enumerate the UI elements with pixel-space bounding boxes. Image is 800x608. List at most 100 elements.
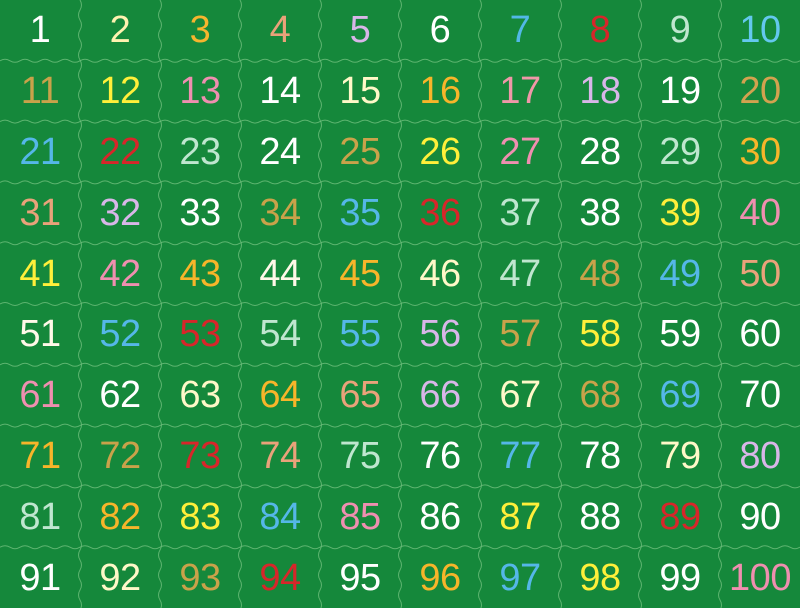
number-tile-57: 57 (480, 304, 560, 365)
number-tile-20: 20 (720, 61, 800, 122)
number-tile-17: 17 (480, 61, 560, 122)
number-label: 57 (499, 313, 541, 356)
number-tile-8: 8 (560, 0, 640, 61)
number-label: 71 (19, 434, 61, 477)
number-tile-67: 67 (480, 365, 560, 426)
number-tile-71: 71 (0, 426, 80, 487)
number-label: 47 (499, 252, 541, 295)
number-label: 38 (579, 191, 621, 234)
number-tile-46: 46 (400, 243, 480, 304)
number-label: 97 (499, 556, 541, 599)
number-tile-59: 59 (640, 304, 720, 365)
number-tile-9: 9 (640, 0, 720, 61)
number-tile-76: 76 (400, 426, 480, 487)
number-label: 21 (19, 130, 61, 173)
number-label: 90 (739, 495, 781, 538)
number-label: 45 (339, 252, 381, 295)
number-tile-14: 14 (240, 61, 320, 122)
number-tile-29: 29 (640, 122, 720, 183)
number-label: 11 (20, 70, 60, 113)
number-label: 87 (499, 495, 541, 538)
number-label: 9 (669, 9, 691, 52)
number-label: 5 (349, 9, 371, 52)
number-label: 74 (259, 434, 301, 477)
number-label: 10 (739, 9, 781, 52)
number-label: 7 (509, 9, 531, 52)
number-label: 60 (739, 313, 781, 356)
number-tile-49: 49 (640, 243, 720, 304)
number-tile-63: 63 (160, 365, 240, 426)
number-label: 55 (339, 313, 381, 356)
number-label: 48 (579, 252, 621, 295)
number-label: 81 (19, 495, 61, 538)
number-label: 34 (259, 191, 301, 234)
number-tile-25: 25 (320, 122, 400, 183)
number-label: 82 (99, 495, 141, 538)
number-tile-28: 28 (560, 122, 640, 183)
number-label: 25 (339, 130, 381, 173)
number-tile-53: 53 (160, 304, 240, 365)
number-label: 61 (19, 374, 61, 417)
number-tile-1: 1 (0, 0, 80, 61)
number-tile-11: 11 (0, 61, 80, 122)
number-tile-64: 64 (240, 365, 320, 426)
number-tile-48: 48 (560, 243, 640, 304)
number-label: 93 (179, 556, 221, 599)
number-tile-32: 32 (80, 182, 160, 243)
number-tile-30: 30 (720, 122, 800, 183)
number-tile-34: 34 (240, 182, 320, 243)
number-label: 43 (179, 252, 221, 295)
number-label: 68 (579, 374, 621, 417)
number-label: 17 (499, 70, 541, 113)
number-tile-85: 85 (320, 486, 400, 547)
number-tile-47: 47 (480, 243, 560, 304)
number-label: 75 (339, 434, 381, 477)
number-tile-81: 81 (0, 486, 80, 547)
number-label: 51 (19, 313, 61, 356)
number-tile-44: 44 (240, 243, 320, 304)
number-label: 52 (99, 313, 141, 356)
number-label: 35 (339, 191, 381, 234)
number-tile-50: 50 (720, 243, 800, 304)
number-label: 89 (659, 495, 701, 538)
number-tile-87: 87 (480, 486, 560, 547)
number-tile-16: 16 (400, 61, 480, 122)
number-tile-18: 18 (560, 61, 640, 122)
number-label: 83 (179, 495, 221, 538)
number-label: 30 (739, 130, 781, 173)
number-label: 41 (19, 252, 61, 295)
number-tile-26: 26 (400, 122, 480, 183)
number-tile-62: 62 (80, 365, 160, 426)
number-label: 2 (109, 9, 131, 52)
number-tile-41: 41 (0, 243, 80, 304)
number-tile-95: 95 (320, 547, 400, 608)
number-label: 85 (339, 495, 381, 538)
number-tile-98: 98 (560, 547, 640, 608)
number-tile-3: 3 (160, 0, 240, 61)
number-tile-73: 73 (160, 426, 240, 487)
number-label: 64 (259, 374, 301, 417)
number-label: 69 (659, 374, 701, 417)
number-tile-89: 89 (640, 486, 720, 547)
number-tile-7: 7 (480, 0, 560, 61)
number-label: 22 (99, 130, 141, 173)
number-tile-31: 31 (0, 182, 80, 243)
number-label: 29 (659, 130, 701, 173)
number-tile-97: 97 (480, 547, 560, 608)
number-tile-33: 33 (160, 182, 240, 243)
number-tile-51: 51 (0, 304, 80, 365)
number-tile-61: 61 (0, 365, 80, 426)
number-tile-93: 93 (160, 547, 240, 608)
number-label: 42 (99, 252, 141, 295)
number-tile-65: 65 (320, 365, 400, 426)
number-label: 65 (339, 374, 381, 417)
number-tile-80: 80 (720, 426, 800, 487)
number-label: 70 (739, 374, 781, 417)
number-tile-40: 40 (720, 182, 800, 243)
number-tile-35: 35 (320, 182, 400, 243)
number-tile-5: 5 (320, 0, 400, 61)
number-label: 78 (579, 434, 621, 477)
number-label: 94 (259, 556, 301, 599)
number-tile-86: 86 (400, 486, 480, 547)
number-tile-12: 12 (80, 61, 160, 122)
